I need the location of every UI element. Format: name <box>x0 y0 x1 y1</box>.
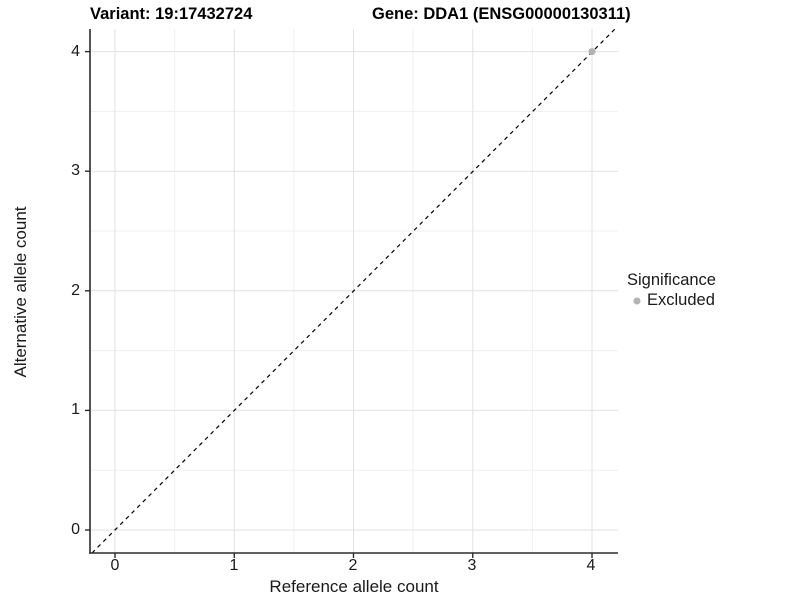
y-tick-label-1: 1 <box>71 401 80 419</box>
x-tick-label-3: 3 <box>467 557 477 574</box>
plot-panel <box>85 29 618 558</box>
x-tick-label-2: 2 <box>348 557 358 574</box>
legend-item-label: Excluded <box>647 291 715 309</box>
x-tick-label-1: 1 <box>229 557 239 574</box>
x-tick-marks <box>114 553 593 558</box>
y-axis-title: Alternative allele count <box>11 206 30 378</box>
x-tick-label-0: 0 <box>110 557 120 574</box>
y-tick-marks <box>85 50 90 531</box>
legend: Significance Excluded <box>627 271 716 310</box>
legend-item-excluded: Excluded <box>627 291 716 310</box>
legend-point-icon <box>633 297 641 304</box>
gene-title: Gene: DDA1 (ENSG00000130311) <box>372 5 631 23</box>
x-tick-label-4: 4 <box>586 557 596 574</box>
variant-title: Variant: 19:17432724 <box>90 5 253 23</box>
legend-title: Significance <box>627 271 716 289</box>
y-tick-label-3: 3 <box>71 162 80 180</box>
y-tick-label-0: 0 <box>71 521 80 538</box>
y-tick-label-4: 4 <box>71 42 80 60</box>
identity-reference-line <box>91 29 616 554</box>
y-tick-label-2: 2 <box>71 281 80 299</box>
x-axis-title: Reference allele count <box>269 577 439 596</box>
data-point-excluded <box>588 48 596 56</box>
